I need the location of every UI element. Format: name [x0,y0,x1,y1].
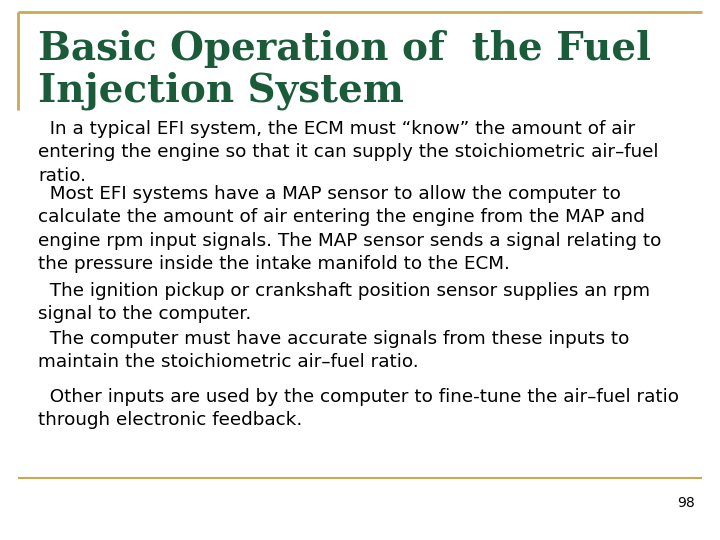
Text: Injection System: Injection System [38,72,404,111]
Text: The ignition pickup or crankshaft position sensor supplies an rpm
signal to the : The ignition pickup or crankshaft positi… [38,282,650,323]
Text: 98: 98 [678,496,695,510]
Text: Most EFI systems have a MAP sensor to allow the computer to
calculate the amount: Most EFI systems have a MAP sensor to al… [38,185,662,273]
Text: In a typical EFI system, the ECM must “know” the amount of air
entering the engi: In a typical EFI system, the ECM must “k… [38,120,659,185]
Text: The computer must have accurate signals from these inputs to
maintain the stoich: The computer must have accurate signals … [38,330,629,372]
Text: Basic Operation of  the Fuel: Basic Operation of the Fuel [38,30,651,68]
Text: Other inputs are used by the computer to fine-tune the air–fuel ratio
through el: Other inputs are used by the computer to… [38,388,679,429]
